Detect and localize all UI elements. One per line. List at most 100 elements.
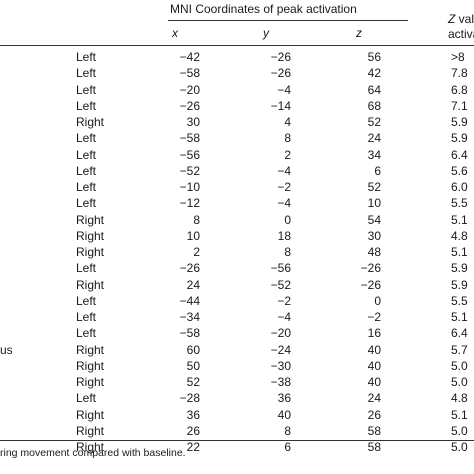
- table-row: Left −58 −26 42 7.8: [0, 65, 474, 81]
- z-value-cell: 5.5: [451, 293, 468, 308]
- z-cell: 42: [367, 66, 381, 81]
- side-cell: Left: [76, 50, 97, 64]
- table-row: Right 10 18 30 4.8: [0, 228, 474, 244]
- y-cell: −4: [277, 82, 291, 97]
- y-cell: −24: [270, 342, 291, 357]
- x-cell: 60: [186, 342, 200, 357]
- side-cell: Right: [76, 423, 105, 438]
- z-value-cell: 6.8: [451, 82, 468, 97]
- side-cell: Right: [76, 277, 105, 292]
- z-cell: 58: [367, 440, 381, 454]
- z-value-cell: 5.9: [451, 115, 468, 129]
- side-cell: Left: [76, 147, 97, 162]
- z-cell: 68: [367, 98, 381, 113]
- table-row: Left −26 −14 68 7.1: [0, 98, 474, 114]
- y-cell: 8: [284, 423, 291, 438]
- x-cell: −58: [179, 131, 200, 146]
- z-value-cell: 5.9: [451, 131, 468, 146]
- x-cell: −28: [179, 391, 200, 406]
- z-value-cell: 5.9: [451, 277, 468, 292]
- z-cell: 0: [374, 293, 381, 308]
- z-value-cell: 5.1: [451, 212, 468, 227]
- z-value-cell: 5.1: [451, 407, 468, 422]
- y-cell: 18: [277, 228, 291, 243]
- y-cell: −52: [270, 277, 291, 292]
- region-cell: us: [0, 342, 13, 357]
- z-value-header-italic: Z: [448, 12, 456, 26]
- table-row: Left −52 −4 6 5.6: [0, 163, 474, 179]
- side-cell: Right: [76, 407, 105, 422]
- y-cell: −26: [270, 50, 291, 64]
- table-footnote: ring movement compared with baseline.: [0, 447, 186, 459]
- z-cell: 58: [367, 423, 381, 438]
- z-value-cell: 6.4: [451, 147, 468, 162]
- side-cell: Left: [76, 293, 97, 308]
- side-cell: Right: [76, 115, 105, 129]
- table-row: Left −44 −2 0 5.5: [0, 293, 474, 309]
- table-row: Right 2 8 48 5.1: [0, 244, 474, 260]
- z-value-header-rest: valu: [458, 12, 474, 26]
- table-row: Left −58 8 24 5.9: [0, 130, 474, 146]
- z-value-cell: 5.9: [451, 261, 468, 276]
- table-row: us Right 60 −24 40 5.7: [0, 342, 474, 358]
- z-value-header-line1: Z valu: [448, 12, 474, 26]
- x-cell: −12: [179, 196, 200, 211]
- x-cell: −56: [179, 147, 200, 162]
- z-value-cell: 6.0: [451, 180, 468, 194]
- table-row: Left −42 −26 56 >8: [0, 49, 474, 65]
- x-cell: −52: [179, 163, 200, 178]
- table-row: Right 8 0 54 5.1: [0, 212, 474, 228]
- z-cell: 54: [367, 212, 381, 227]
- y-cell: −4: [277, 196, 291, 211]
- x-cell: −42: [179, 50, 200, 64]
- table-row: Right 50 −30 40 5.0: [0, 358, 474, 374]
- table-row: Right 30 4 52 5.9: [0, 114, 474, 130]
- y-cell: −56: [270, 261, 291, 276]
- bottom-rule: [0, 440, 474, 441]
- table-row: Left −28 36 24 4.8: [0, 390, 474, 406]
- side-cell: Right: [76, 245, 105, 259]
- z-cell: 26: [367, 407, 381, 422]
- y-cell: −2: [277, 180, 291, 194]
- z-cell: 40: [367, 358, 381, 373]
- y-cell: 2: [284, 147, 291, 162]
- z-cell: 30: [367, 228, 381, 243]
- z-cell: −26: [360, 277, 381, 292]
- x-cell: −58: [179, 66, 200, 81]
- x-cell: −10: [179, 180, 200, 194]
- x-cell: −44: [179, 293, 200, 308]
- side-cell: Right: [76, 212, 105, 227]
- side-cell: Left: [76, 261, 97, 276]
- z-cell: 6: [374, 163, 381, 178]
- table-row: Left −26 −56 −26 5.9: [0, 260, 474, 276]
- z-value-cell: 5.6: [451, 163, 468, 178]
- x-cell: 30: [186, 115, 200, 129]
- z-value-cell: 5.0: [451, 375, 468, 389]
- z-cell: 64: [367, 82, 381, 97]
- y-cell: −4: [277, 310, 291, 324]
- x-cell: 52: [186, 375, 200, 389]
- y-cell: −20: [270, 326, 291, 341]
- z-cell: −2: [367, 310, 381, 324]
- x-cell: −58: [179, 326, 200, 341]
- y-cell: 8: [284, 245, 291, 259]
- column-header-z: z: [356, 26, 362, 40]
- y-cell: −4: [277, 163, 291, 178]
- y-cell: 6: [284, 440, 291, 454]
- z-value-cell: 5.7: [451, 342, 468, 357]
- z-cell: 34: [367, 147, 381, 162]
- column-header-x: x: [172, 26, 178, 40]
- x-cell: −20: [179, 82, 200, 97]
- x-cell: −26: [179, 261, 200, 276]
- x-cell: 36: [186, 407, 200, 422]
- z-value-cell: 5.0: [451, 440, 468, 454]
- z-cell: 40: [367, 375, 381, 389]
- y-cell: −38: [270, 375, 291, 389]
- side-cell: Right: [76, 375, 105, 389]
- y-cell: 40: [277, 407, 291, 422]
- table-row: Right 36 40 26 5.1: [0, 407, 474, 423]
- y-cell: 0: [284, 212, 291, 227]
- y-cell: −14: [270, 98, 291, 113]
- x-cell: 26: [186, 423, 200, 438]
- x-cell: 10: [186, 228, 200, 243]
